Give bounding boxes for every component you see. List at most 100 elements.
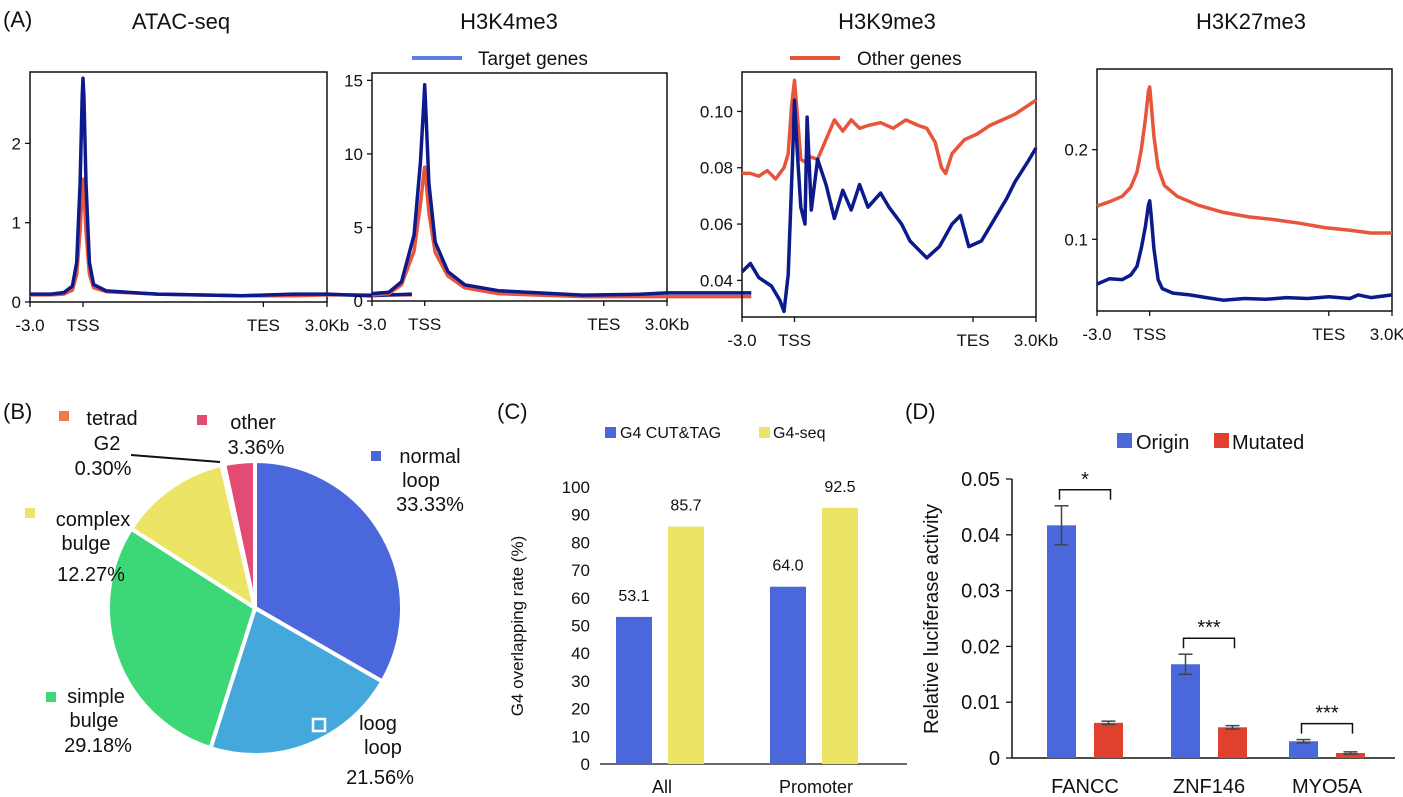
y-tick-label: 1 <box>12 214 21 233</box>
pie-label-0: loop <box>402 470 440 492</box>
series-target-genes-line <box>1096 199 1393 302</box>
panel-label-a: (A) <box>3 7 32 32</box>
c-bar-value-label: 92.5 <box>824 479 855 496</box>
c-y-tick-label: 30 <box>571 672 590 691</box>
y-tick-label: 0.04 <box>700 271 733 290</box>
series-other-genes-line <box>371 165 752 299</box>
panel-a-title-3: H3K27me3 <box>1196 9 1306 34</box>
d-y-tick-label: 0 <box>989 748 1000 770</box>
pie-legend-marker-3 <box>25 508 35 518</box>
c-y-tick-label: 50 <box>571 617 590 636</box>
x-tick-label: TES <box>587 315 620 334</box>
legend-other-label: Other genes <box>857 49 962 70</box>
d-significance-bracket <box>1058 489 1112 500</box>
pie-slice-2 <box>106 525 258 751</box>
c-legend-swatch-1 <box>759 427 770 438</box>
d-legend-label-0: Origin <box>1136 432 1189 454</box>
panel-label-b: (B) <box>3 399 32 424</box>
series-target-genes-line <box>740 98 1038 314</box>
panel-a-title-0: ATAC-seq <box>132 9 230 34</box>
y-tick-label: 0.2 <box>1064 141 1088 160</box>
pie-label-2: 29.18% <box>64 735 132 757</box>
d-category-label: FANCC <box>1051 776 1119 797</box>
d-y-tick-label: 0.01 <box>961 692 1000 714</box>
x-tick-label: -3.0 <box>1082 325 1111 344</box>
d-legend-swatch-1 <box>1214 433 1229 448</box>
pie-slice-3 <box>128 462 259 613</box>
plot-frame-2 <box>741 71 1037 318</box>
y-tick-label: 0.10 <box>700 102 733 121</box>
panel-label-d: (D) <box>905 399 936 424</box>
pie-leader-line <box>130 454 221 463</box>
d-category-label: ZNF146 <box>1173 776 1245 797</box>
y-tick-label: 5 <box>354 218 363 237</box>
d-y-tick-label: 0.04 <box>961 525 1000 547</box>
pie-label-4: 0.30% <box>75 458 132 480</box>
c-y-tick-label: 0 <box>581 755 590 774</box>
y-tick-label: 10 <box>344 145 363 164</box>
d-bar <box>1094 722 1123 758</box>
x-tick-label: 3.0Kb <box>1014 331 1058 350</box>
c-y-tick-label: 60 <box>571 589 590 608</box>
c-category-label: All <box>652 777 672 797</box>
d-y-tick-label: 0.02 <box>961 636 1000 658</box>
d-significance-label: *** <box>1197 617 1221 639</box>
d-significance-bracket <box>1182 637 1236 649</box>
d-category-label: MYO5A <box>1292 776 1363 797</box>
c-y-tick-label: 80 <box>571 533 590 552</box>
y-tick-label: 0 <box>12 293 21 312</box>
pie-label-5: 3.36% <box>228 437 285 459</box>
plot-frame-3 <box>1096 68 1393 312</box>
panel-label-c: (C) <box>497 399 528 424</box>
x-tick-label: -3.0 <box>15 316 44 335</box>
x-tick-label: TES <box>956 331 989 350</box>
pie-label-1: 21.56% <box>346 767 414 789</box>
pie-label-3: bulge <box>62 533 111 555</box>
pie-legend-marker-0 <box>371 451 381 461</box>
x-tick-label: TSS <box>67 316 100 335</box>
c-legend-label-1: G4-seq <box>773 425 825 442</box>
pie-legend-marker-4 <box>59 411 69 421</box>
y-tick-label: 0.06 <box>700 215 733 234</box>
x-tick-label: 3.0Kb <box>1370 325 1403 344</box>
c-bar <box>770 586 806 764</box>
series-target-genes-line <box>371 83 752 297</box>
d-y-axis-label: Relative luciferase activity <box>921 504 943 734</box>
pie-marker-square <box>311 717 327 733</box>
d-bar <box>1047 525 1076 758</box>
pie-label-5: other <box>230 412 276 434</box>
d-significance-label: * <box>1081 469 1089 491</box>
c-bar-value-label: 53.1 <box>618 588 649 605</box>
c-y-tick-label: 10 <box>571 727 590 746</box>
panel-a-title-2: H3K9me3 <box>838 9 936 34</box>
c-bar <box>668 526 704 764</box>
d-significance-bracket <box>1300 722 1354 734</box>
x-tick-label: 3.0Kb <box>645 315 689 334</box>
c-category-label: Promoter <box>779 777 853 797</box>
c-bar <box>616 616 652 764</box>
d-legend-label-1: Mutated <box>1232 432 1304 454</box>
pie-legend-marker-2 <box>46 692 56 702</box>
pie-label-4: tetrad <box>86 408 137 430</box>
pie-slice-0 <box>253 458 404 685</box>
d-y-tick-label: 0.05 <box>961 469 1000 491</box>
x-tick-label: -3.0 <box>357 315 386 334</box>
d-legend-swatch-0 <box>1117 433 1132 448</box>
pie-label-3: 12.27% <box>57 564 125 586</box>
panel-a-title-1: H3K4me3 <box>460 9 558 34</box>
series-target-genes-line <box>30 76 412 298</box>
c-legend-swatch-0 <box>605 427 616 438</box>
x-tick-label: 3.0Kb <box>305 316 349 335</box>
pie-label-1: loog <box>359 713 397 735</box>
y-tick-label: 15 <box>344 71 363 90</box>
x-tick-label: TSS <box>1133 325 1166 344</box>
d-bar <box>1336 752 1365 758</box>
pie-label-4: G2 <box>94 433 121 455</box>
c-bar-value-label: 85.7 <box>670 498 701 515</box>
c-y-tick-label: 20 <box>571 700 590 719</box>
pie-label-2: simple <box>67 686 125 708</box>
pie-label-3: complex <box>56 509 130 531</box>
c-y-tick-label: 70 <box>571 561 590 580</box>
c-y-tick-label: 100 <box>562 478 590 497</box>
